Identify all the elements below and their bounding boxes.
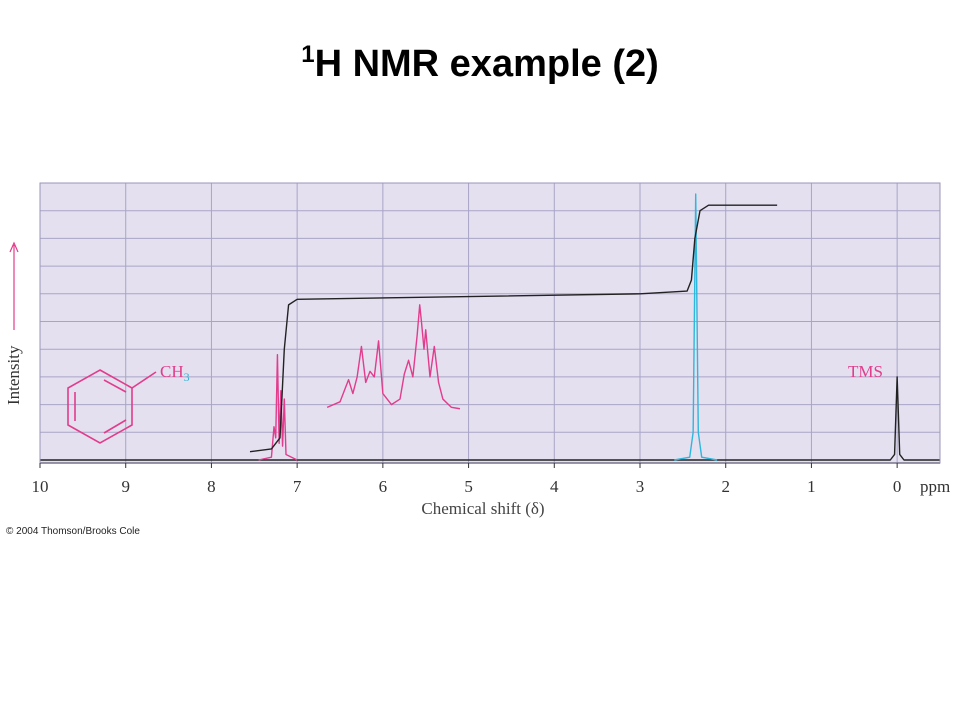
x-tick-label: 6	[379, 477, 388, 496]
spectrum-line	[258, 354, 298, 461]
x-tick-label: 3	[636, 477, 645, 496]
slide-title: 1H NMR example (2)	[301, 41, 659, 85]
copyright: © 2004 Thomson/Brooks Cole	[6, 526, 140, 537]
x-tick-label: 1	[807, 477, 816, 496]
x-tick-label: 4	[550, 477, 559, 496]
y-axis-arrowhead	[9, 241, 19, 253]
x-tick-label: 8	[207, 477, 216, 496]
tms-annotation: TMS	[848, 362, 883, 381]
x-tick-label: 9	[121, 477, 130, 496]
x-tick-label: 5	[464, 477, 473, 496]
title-text: H NMR example (2)	[315, 43, 659, 85]
x-tick-label: 10	[32, 477, 49, 496]
x-tick-label: 0	[893, 477, 902, 496]
x-tick-label: 7	[293, 477, 302, 496]
toluene-structure	[67, 369, 157, 444]
spectrum-line	[674, 193, 718, 461]
spectrum-line	[40, 376, 940, 461]
spectrum	[40, 193, 940, 461]
x-axis-unit: ppm	[920, 477, 950, 496]
y-axis-label: Intensity	[4, 345, 23, 405]
plot-background	[40, 183, 940, 463]
molecule-label-text: CH	[160, 362, 184, 381]
x-tick-label: 2	[721, 477, 730, 496]
spectrum-line	[326, 304, 461, 410]
x-axis-label: Chemical shift (δ)	[421, 499, 544, 518]
plot-border	[39, 182, 941, 464]
molecule-label-subscript: 3	[184, 370, 190, 384]
grid	[39, 183, 940, 463]
molecule-label: CH3	[160, 362, 190, 384]
title-superscript: 1	[301, 41, 314, 68]
spectrum-line	[249, 204, 778, 453]
